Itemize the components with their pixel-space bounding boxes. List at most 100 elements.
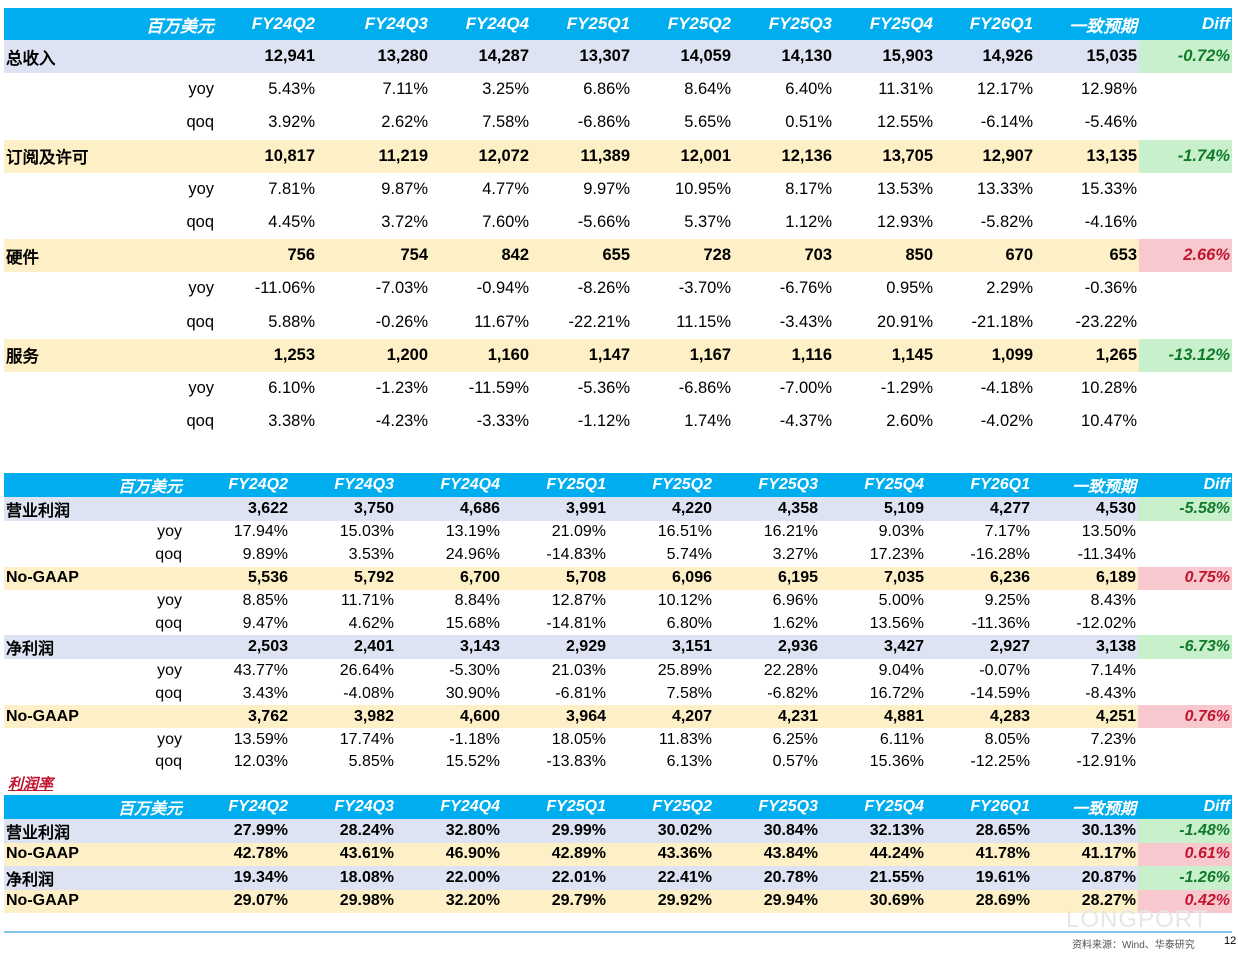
growth-label: qoq [155,615,182,632]
value-cell: 3,143 [396,635,502,660]
value-cell: 18.08% [290,865,396,890]
value-cell: 17.74% [339,730,394,748]
growth-row: yoy 6.10% -1.23% -11.59% -5.36% -6.86% -7.00% -… [4,372,1232,405]
value-cell: 7.17% [984,523,1030,541]
value-cell: 3.43% [242,684,288,702]
value-cell: 19.61% [926,865,1032,890]
value-cell: 10.28% [1081,378,1137,397]
growth-row: qoq 4.45% 3.72% 7.60% -5.66% 5.37% 1.12% 12.93%… [4,206,1232,239]
column-header: FY24Q4 [396,473,502,497]
value-cell: 4,358 [714,497,820,521]
value-cell: 10,817 [216,139,317,173]
value-cell: -4.16% [1084,213,1137,232]
value-cell: 2,927 [926,635,1032,660]
growth-label: qoq [186,312,214,331]
value-cell: 22.01% [502,865,608,890]
value-cell: 703 [733,239,834,273]
growth-label: yoy [188,279,214,298]
value-cell: 6.96% [772,592,818,610]
value-cell: -4.02% [980,412,1033,431]
diff-cell-empty [1138,521,1232,544]
value-cell: 1.12% [785,213,832,232]
metric-row: No-GAAP 29.07% 29.98% 32.20% 29.79% 29.92% 29.… [4,889,1232,913]
column-header: FY24Q3 [317,8,430,40]
value-cell: 21.09% [551,523,606,541]
value-cell: 21.55% [820,865,926,890]
diff-cell-empty [1139,206,1232,239]
value-cell: 19.34% [184,865,290,890]
value-cell: -13.83% [546,753,606,771]
value-cell: -14.81% [546,615,606,632]
growth-label: yoy [157,523,182,541]
value-cell: 2.29% [986,279,1033,298]
value-cell: 5.65% [684,113,731,132]
value-cell: 3,982 [290,705,396,729]
column-header: FY25Q2 [608,795,714,819]
value-cell: 3.25% [482,80,529,99]
column-header: 一致预期 [1032,473,1138,497]
value-cell: 4,283 [926,705,1032,729]
value-cell: 3,762 [184,705,290,729]
metric-row: 总收入 12,941 13,280 14,287 13,307 14,059 14,130 1… [4,40,1232,74]
value-cell: 42.89% [502,843,608,866]
diff-cell-empty [1139,372,1232,405]
value-cell: 12.55% [877,113,933,132]
value-cell: 13,280 [317,40,430,74]
value-cell: 16.21% [763,523,818,541]
value-cell: -5.36% [577,378,630,397]
growth-row: qoq 9.47% 4.62% 15.68% -14.81% 6.80% 1.62% 13.5… [4,613,1232,636]
diff-cell: -1.26% [1138,865,1232,890]
value-cell: 5.88% [268,312,315,331]
metric-row: 订阅及许可 10,817 11,219 12,072 11,389 12,001 12,13… [4,139,1232,173]
value-cell: 850 [834,239,935,273]
growth-label: qoq [155,753,182,771]
metric-label: No-GAAP [4,705,184,729]
growth-label: qoq [186,113,214,132]
value-cell: 3.92% [268,113,315,132]
value-cell: 4,277 [926,497,1032,521]
margin-table-body: 百万美元 FY24Q2 FY24Q3 FY24Q4 FY25Q1 FY25Q2 FY25Q3… [4,795,1232,913]
diff-cell-empty [1138,751,1232,774]
value-cell: 5.85% [348,753,394,771]
value-cell: 30.69% [820,889,926,913]
column-header: 一致预期 [1035,8,1139,40]
value-cell: 15.68% [445,615,500,632]
diff-cell: 0.76% [1138,705,1232,729]
diff-cell-empty [1138,613,1232,636]
metric-label: 净利润 [4,635,184,660]
metric-label: 营业利润 [4,497,184,521]
growth-label: yoy [157,661,182,679]
value-cell: 4.45% [268,213,315,232]
value-cell: 9.47% [242,615,288,632]
watermark: LONGPORT [1066,906,1209,933]
value-cell: 41.78% [926,843,1032,866]
value-cell: 22.00% [396,865,502,890]
value-cell: 1.74% [684,412,731,431]
value-cell: -0.07% [979,661,1030,679]
column-header: FY25Q2 [608,473,714,497]
value-cell: -11.06% [254,279,315,298]
value-cell: 20.78% [714,865,820,890]
value-cell: 5,536 [184,566,290,590]
value-cell: 29.07% [184,889,290,913]
value-cell: 7,035 [820,566,926,590]
metric-label: No-GAAP [4,889,184,913]
value-cell: 20.87% [1032,865,1138,890]
value-cell: 28.69% [926,889,1032,913]
value-cell: 43.61% [290,843,396,866]
value-cell: 15.36% [869,753,924,771]
value-cell: 14,926 [935,40,1035,74]
value-cell: -5.46% [1084,113,1137,132]
value-cell: 13.33% [977,179,1033,198]
value-cell: 3,991 [502,497,608,521]
value-cell: 43.36% [608,843,714,866]
column-header: FY24Q3 [290,473,396,497]
growth-row: yoy 13.59% 17.74% -1.18% 18.05% 11.83% 6.25% 6.… [4,728,1232,751]
value-cell: 4,251 [1032,705,1138,729]
value-cell: 3.53% [348,546,394,564]
value-cell: -3.70% [678,279,731,298]
metric-row: 营业利润 27.99% 28.24% 32.80% 29.99% 30.02% 30.84%… [4,819,1232,843]
profit-table: 百万美元 FY24Q2 FY24Q3 FY24Q4 FY25Q1 FY25Q2 FY25Q3… [4,473,1232,774]
value-cell: 15.52% [445,753,500,771]
column-header: FY25Q3 [714,473,820,497]
